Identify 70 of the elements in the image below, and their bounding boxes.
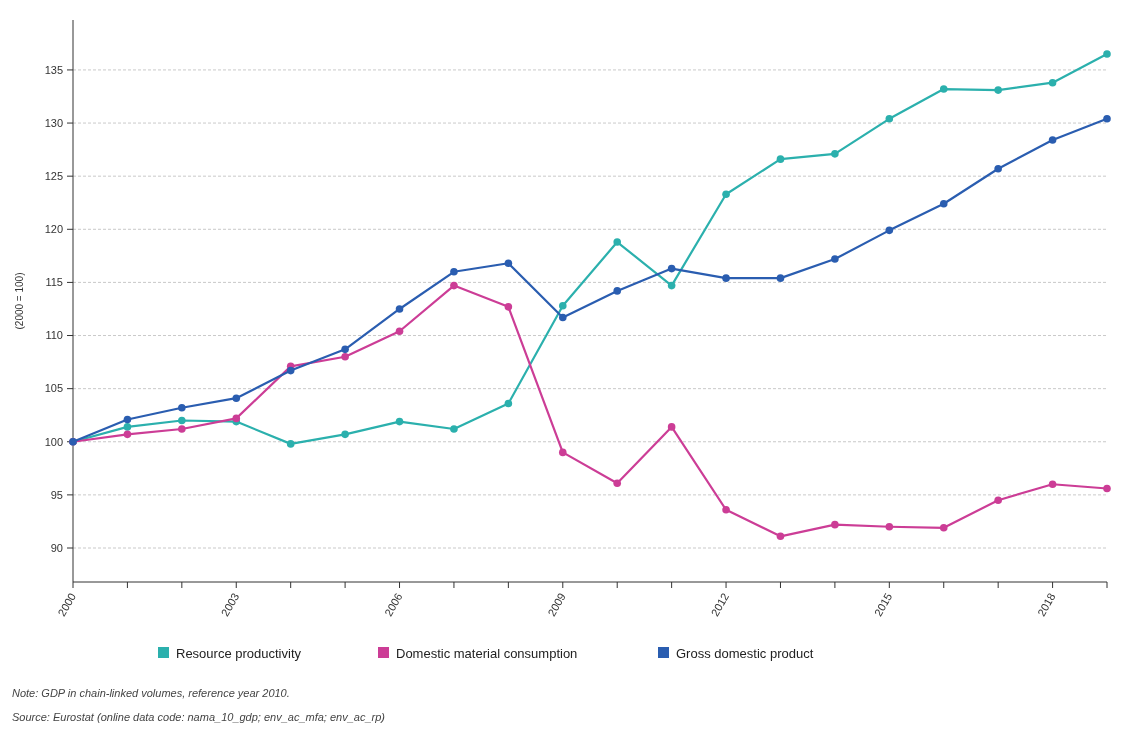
point [232, 394, 241, 403]
point [613, 238, 622, 246]
point [776, 274, 785, 282]
point [831, 520, 839, 529]
point [722, 190, 730, 199]
point [504, 303, 513, 311]
point [613, 287, 622, 295]
point [395, 327, 404, 336]
point [178, 416, 186, 425]
y-tick-label: 100 [44, 435, 63, 448]
point [1048, 136, 1057, 144]
legend-label: Gross domestic product [676, 645, 814, 661]
point [776, 532, 785, 541]
point [341, 345, 349, 354]
point [450, 281, 458, 290]
point [885, 115, 894, 123]
y-axis-title: (2000 = 100) [14, 272, 25, 330]
point [994, 164, 1002, 173]
point [123, 423, 132, 431]
point [286, 440, 295, 448]
point [341, 430, 349, 439]
point [667, 281, 676, 290]
point [994, 86, 1002, 94]
point [123, 415, 132, 424]
y-tick-label: 115 [45, 276, 63, 289]
point [123, 430, 132, 439]
y-tick-label: 110 [45, 329, 63, 342]
legend-label: Resource productivity [176, 645, 302, 661]
point [885, 226, 894, 235]
point [558, 448, 567, 457]
point [776, 155, 785, 163]
point [395, 417, 404, 426]
y-tick-label: 105 [44, 382, 63, 395]
point [885, 522, 894, 531]
y-tick-label: 90 [50, 541, 63, 554]
y-tick-label: 130 [44, 116, 63, 129]
point [994, 496, 1002, 504]
point [667, 264, 676, 273]
point [504, 399, 513, 408]
legend-label: Domestic material consumption [396, 645, 578, 661]
point [286, 366, 295, 375]
point [1103, 50, 1111, 58]
point [558, 301, 567, 310]
point [450, 425, 458, 433]
point [722, 274, 730, 282]
point [722, 505, 730, 514]
point [939, 199, 948, 208]
y-tick-label: 120 [44, 223, 63, 236]
point [613, 479, 622, 487]
point [450, 267, 458, 276]
point [939, 524, 948, 532]
point [667, 423, 676, 431]
point [558, 313, 567, 322]
y-tick-label: 95 [50, 488, 63, 501]
point [939, 85, 948, 93]
point [178, 425, 186, 433]
y-tick-label: 135 [44, 63, 63, 76]
point [1048, 480, 1057, 489]
point [1048, 78, 1057, 87]
text: Note: GDP in chain-linked volumes, reference year 2010. [12, 687, 290, 699]
point [831, 255, 839, 263]
point [1103, 115, 1111, 123]
y-tick-label: 125 [44, 170, 63, 183]
point [395, 305, 404, 313]
point [341, 352, 349, 361]
point [1103, 484, 1111, 493]
point [178, 403, 186, 412]
point [504, 259, 513, 268]
source-note: Source: Eurostat (online data code: nama_10_gdp; env_ac_mfa; env_ac_rp) [12, 711, 386, 723]
point [831, 150, 839, 158]
